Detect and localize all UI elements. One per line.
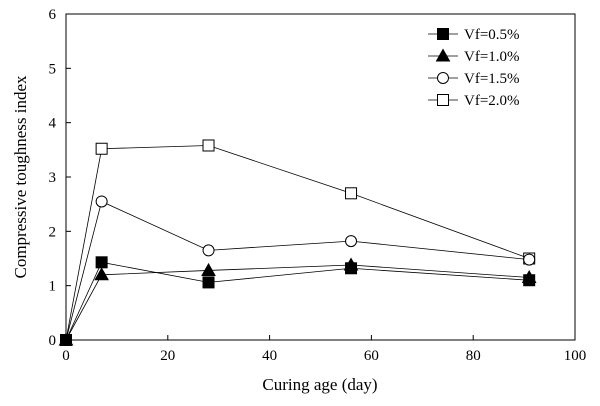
legend-marker — [435, 48, 451, 62]
series-layer — [58, 139, 537, 346]
series-line — [65, 264, 530, 341]
legend-entry: Vf=1.5% — [428, 71, 520, 87]
data-point — [95, 142, 108, 155]
x-tick-label: 0 — [62, 348, 70, 364]
legend-label: Vf=2.0% — [464, 93, 520, 109]
data-point — [345, 262, 358, 275]
y-tick-label: 0 — [49, 333, 57, 349]
legend-entry: Vf=1.0% — [428, 48, 520, 65]
y-tick-label: 5 — [49, 61, 57, 77]
data-point — [202, 139, 215, 152]
series-line — [65, 145, 530, 341]
y-tick-label: 6 — [49, 7, 57, 23]
y-tick-label: 1 — [49, 279, 57, 295]
data-point — [345, 235, 358, 248]
series-4 — [60, 139, 536, 346]
series-3 — [60, 195, 536, 346]
data-point — [202, 244, 215, 257]
data-point — [95, 195, 108, 208]
series-1 — [60, 256, 536, 346]
x-tick-label: 100 — [564, 348, 587, 364]
data-point — [94, 267, 109, 281]
series-line — [65, 200, 530, 341]
data-point — [202, 276, 215, 289]
legend-marker — [437, 28, 449, 40]
legend-label: Vf=1.0% — [464, 49, 520, 65]
data-point — [95, 256, 108, 269]
data-point — [523, 253, 536, 266]
ticks-layer: 0 20 40 60 80 100 0 1 2 3 4 5 6 — [49, 7, 587, 364]
x-tick-label: 60 — [364, 348, 379, 364]
series-line — [65, 261, 530, 341]
series-2 — [58, 257, 537, 346]
data-point — [345, 187, 358, 200]
data-point — [201, 262, 216, 276]
legend-label: Vf=1.5% — [464, 71, 520, 87]
legend-entry: Vf=2.0% — [428, 93, 520, 109]
y-axis-title: Compressive toughness index — [11, 75, 30, 279]
data-point — [60, 334, 72, 346]
y-tick-label: 2 — [49, 224, 57, 240]
legend-marker — [437, 72, 449, 84]
data-point — [523, 274, 536, 287]
x-axis-title: Curing age (day) — [262, 375, 377, 394]
legend-marker — [437, 94, 449, 106]
y-tick-label: 3 — [49, 170, 57, 186]
legend-entry: Vf=0.5% — [428, 27, 520, 43]
x-tick-label: 40 — [262, 348, 277, 364]
legend-label: Vf=0.5% — [464, 27, 520, 43]
x-tick-label: 80 — [466, 348, 481, 364]
y-tick-label: 4 — [49, 116, 57, 132]
legend: Vf=0.5% Vf=1.0% Vf=1.5% Vf=2.0% — [428, 27, 520, 109]
x-tick-label: 20 — [160, 348, 175, 364]
